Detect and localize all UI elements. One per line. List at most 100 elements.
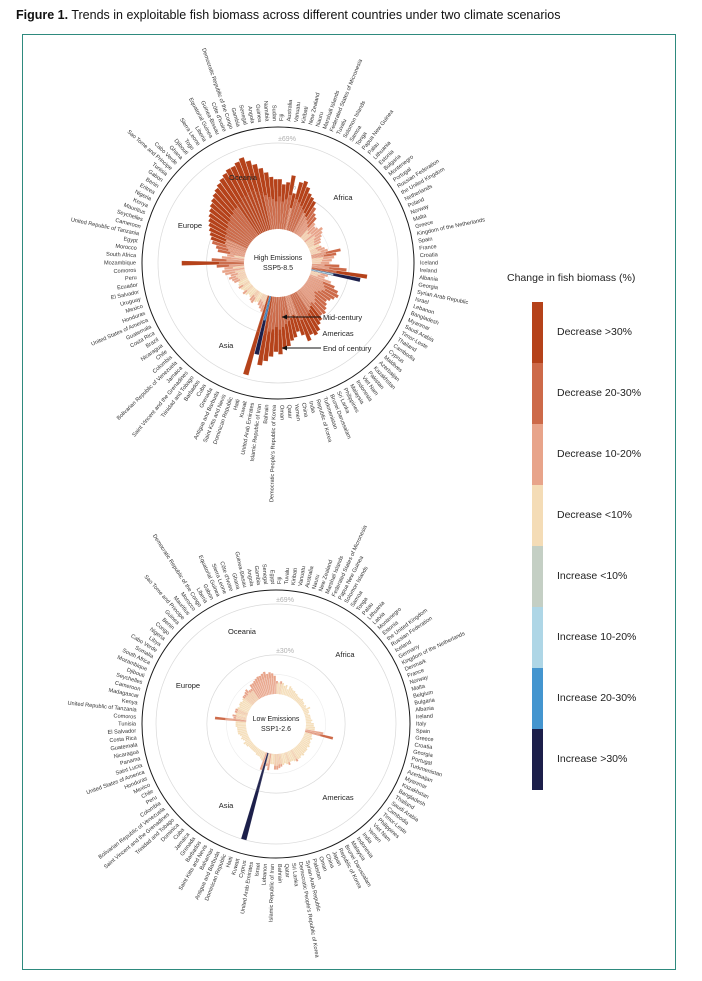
country-label: Greece	[415, 735, 434, 743]
bar-mid-century	[234, 255, 245, 259]
bar-mid-century	[286, 751, 291, 760]
country-label: France	[419, 244, 437, 252]
country-label: Senegal	[261, 564, 269, 585]
region-label: Europe	[176, 681, 200, 690]
bar-mid-century	[293, 212, 306, 234]
legend-swatch	[532, 607, 543, 668]
legend-swatch	[532, 546, 543, 607]
grid-ring	[206, 654, 346, 794]
grid-ring	[226, 674, 326, 774]
bar-mid-century	[257, 295, 270, 333]
bar-mid-century	[248, 741, 253, 746]
legend-label: Decrease >30%	[557, 326, 633, 338]
bar-mid-century	[237, 713, 248, 718]
bar-mid-century	[281, 199, 288, 230]
bar-mid-century	[249, 742, 254, 747]
bar-mid-century	[283, 296, 290, 322]
bar-mid-century	[227, 222, 252, 243]
bar-mid-century	[262, 294, 268, 305]
ring-label: ±69%	[276, 597, 294, 604]
bar-mid-century	[264, 194, 273, 230]
bar-mid-century	[278, 296, 281, 330]
bar-mid-century	[296, 744, 303, 752]
bar-mid-century	[297, 289, 312, 307]
bar-mid-century	[294, 291, 310, 315]
bar-mid-century	[260, 751, 265, 757]
bar-mid-century	[271, 296, 277, 330]
bar-mid-century	[237, 709, 249, 715]
bar-mid-century	[299, 741, 306, 747]
country-label: Malta	[411, 683, 427, 692]
bar-mid-century	[308, 244, 315, 249]
country-label: Pakistan	[311, 858, 323, 880]
bar-mid-century	[293, 292, 308, 318]
bar-mid-century	[232, 209, 257, 238]
country-label: Israel	[414, 297, 429, 306]
bar-mid-century	[226, 259, 245, 262]
legend-title: Change in fish biomass (%)	[507, 272, 636, 284]
bar-mid-century	[287, 690, 292, 697]
bar-mid-century	[300, 287, 316, 304]
outer-ring	[141, 126, 415, 400]
bar-mid-century	[303, 733, 310, 737]
bar-mid-century	[303, 710, 308, 713]
bar-mid-century	[227, 226, 251, 244]
bar-mid-century	[239, 708, 249, 713]
annotation-arrowhead	[282, 314, 287, 320]
legend-swatch	[532, 485, 543, 546]
country-label: Nauru	[311, 574, 321, 590]
bar-mid-century	[245, 739, 251, 743]
bar-mid-century	[270, 753, 273, 762]
legend-label: Increase >30%	[557, 753, 628, 765]
low-emissions-chart: ±69% ±30% Fiji Tuvalu KiribatiVanuatuAustral…	[67, 524, 466, 959]
bar-mid-century	[277, 753, 280, 765]
bar-mid-century	[299, 226, 309, 238]
country-label: Norway	[409, 675, 429, 686]
country-label: Gambia	[229, 107, 240, 128]
bar-mid-century	[308, 246, 315, 250]
bar-mid-century	[307, 279, 326, 291]
bar-mid-century	[305, 716, 310, 719]
annotation-arrowhead	[282, 345, 287, 351]
bar-mid-century	[263, 295, 271, 321]
grid-ring	[155, 603, 397, 845]
country-label: Gambia	[253, 565, 261, 586]
bar-mid-century	[250, 743, 255, 748]
bar-mid-century	[242, 197, 263, 234]
bar-mid-century	[239, 726, 247, 729]
bar-mid-century	[261, 294, 266, 302]
bar-mid-century	[244, 697, 254, 706]
country-label: Haiti	[225, 856, 234, 869]
bar-mid-century	[242, 733, 249, 737]
outer-ring	[141, 589, 411, 859]
country-label: Democratic People's Republic of Korea	[269, 404, 278, 502]
chart-title: High Emissions	[254, 255, 303, 262]
bar-mid-century	[250, 287, 256, 293]
bar-mid-century	[295, 698, 299, 702]
country-label: Spain	[416, 728, 431, 735]
bar-mid-century	[229, 220, 253, 242]
country-label: Kuwait	[231, 858, 241, 876]
region-label: Africa	[335, 650, 355, 659]
bar-mid-century	[267, 753, 272, 767]
country-label: Comoros	[113, 713, 136, 720]
legend-label: Decrease <10%	[557, 509, 633, 521]
legend: Change in fish biomass (%) Decrease >30%…	[497, 272, 677, 790]
bar-mid-century	[260, 680, 267, 696]
country-label: Australia	[286, 99, 294, 122]
bar-mid-century	[286, 688, 291, 697]
chart-title: Low Emissions	[253, 716, 300, 723]
bar-mid-century	[289, 691, 294, 698]
bar-mid-century	[297, 743, 305, 751]
bar-mid-century	[302, 736, 309, 740]
bar-mid-century	[278, 196, 281, 230]
bar-mid-century	[244, 282, 251, 287]
country-label: Greece	[415, 220, 434, 230]
bar-mid-century	[305, 726, 313, 729]
bar-mid-century	[303, 711, 309, 715]
bar-mid-century	[251, 745, 256, 749]
bar-mid-century	[254, 290, 260, 298]
ring-label: ±30%	[276, 648, 294, 655]
country-label: Panama	[120, 756, 143, 767]
bar-mid-century	[274, 753, 276, 766]
